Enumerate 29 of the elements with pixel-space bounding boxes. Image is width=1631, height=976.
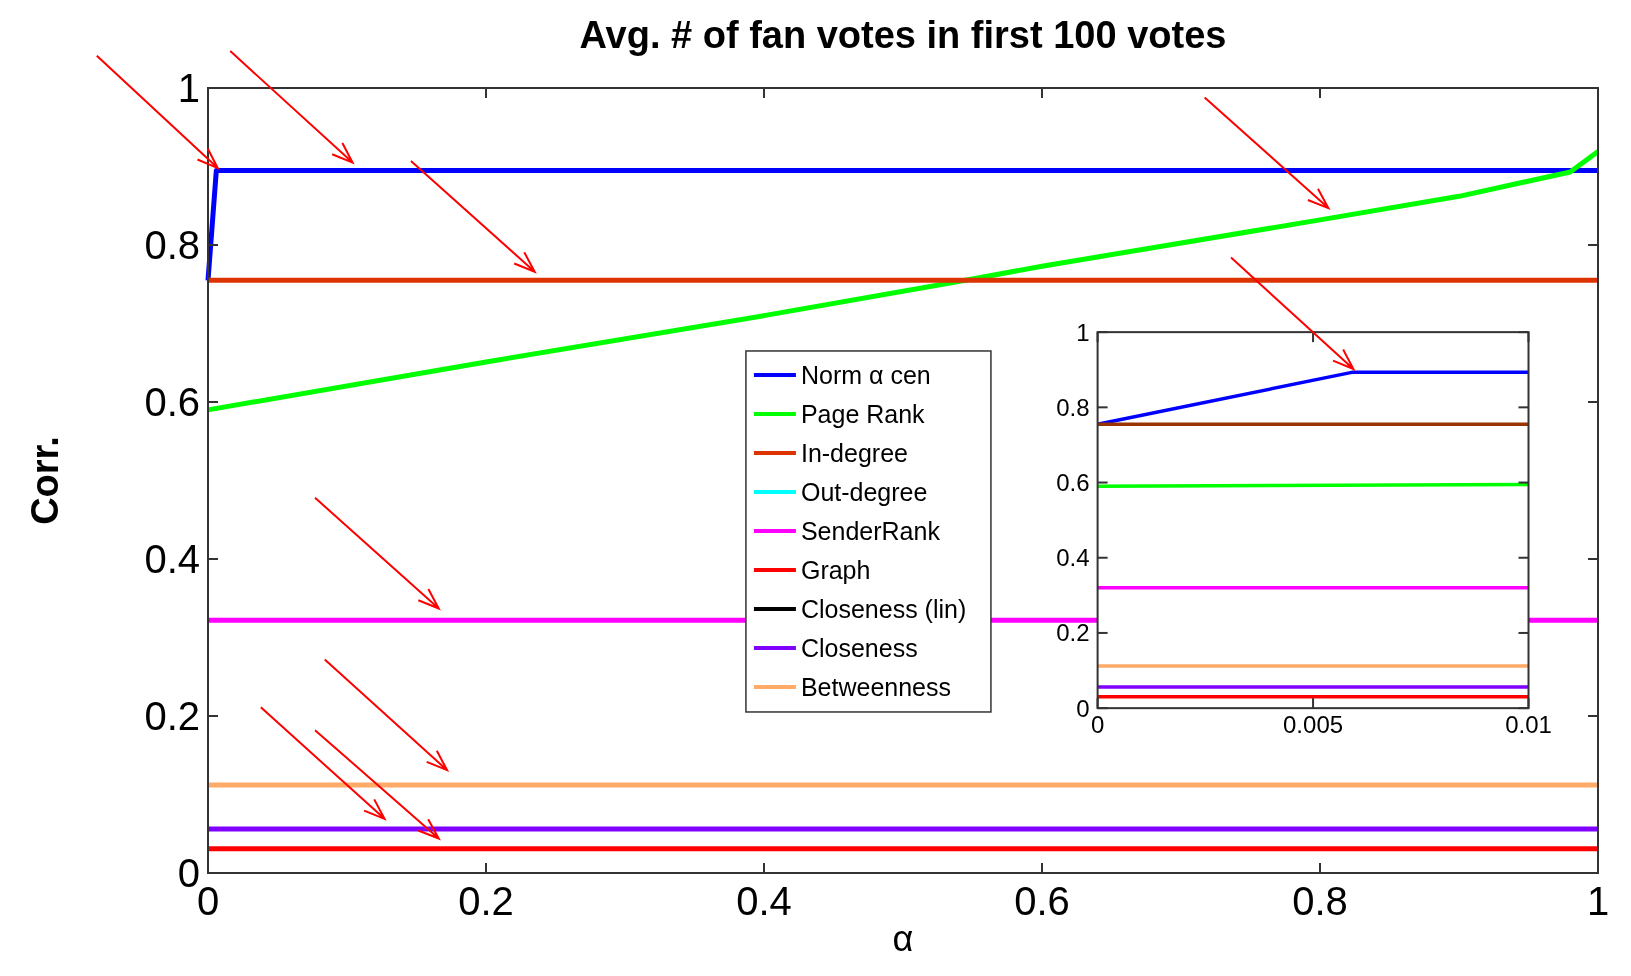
x-tick-label: 0.4 [736,879,792,923]
legend-label: Out-degree [800,477,928,506]
y-tick-label: 0.6 [1056,468,1090,496]
chart-title: Avg. # of fan votes in first 100 votes [579,14,1227,56]
x-axis-title: α [892,918,914,959]
y-tick-label: 1 [1076,318,1090,346]
legend-label: Betweenness [800,672,952,701]
legend-label: In-degree [800,438,908,467]
legend-label: SenderRank [800,516,941,545]
y-tick-label: 0 [177,851,200,895]
legend-label: Graph [800,555,871,584]
y-tick-label: 0.4 [144,537,200,581]
legend-label: Page Rank [800,399,926,428]
y-tick-label: 0.2 [1056,619,1090,647]
y-tick-label: 1 [177,66,200,110]
legend-label: Closeness [800,633,918,662]
x-tick-label: 0.005 [1283,711,1344,739]
legend-label: Closeness (lin) [800,594,967,623]
x-tick-label: 0.01 [1505,711,1552,739]
x-tick-label: 1 [1586,879,1610,923]
y-tick-label: 0.8 [144,223,200,267]
y-tick-label: 0.6 [144,380,200,424]
y-tick-label: 0.8 [1056,393,1090,421]
y-tick-label: 0 [1076,694,1090,722]
legend-label: Norm α cen [800,360,931,389]
y-axis-title: Corr. [24,436,66,525]
y-tick-label: 0.4 [1056,544,1090,572]
x-tick-label: 0.2 [458,879,514,923]
x-tick-label: 0.8 [1292,879,1348,923]
